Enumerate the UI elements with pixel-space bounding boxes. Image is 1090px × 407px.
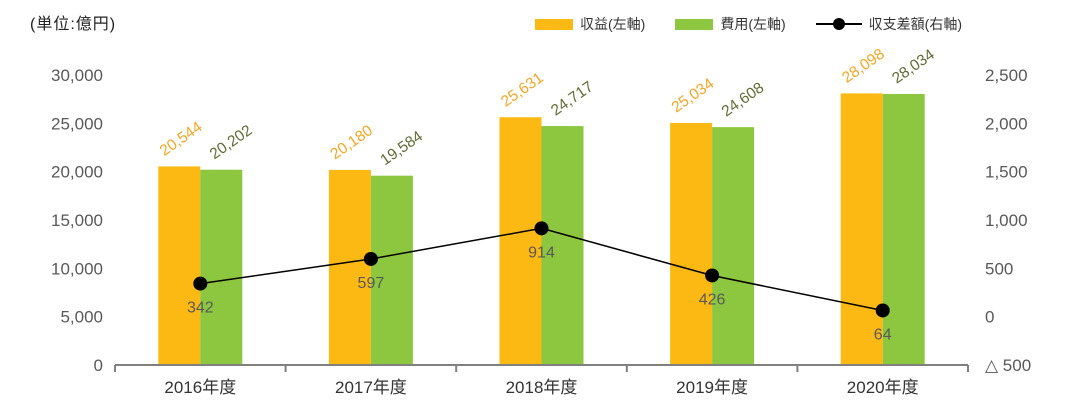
x-category-label: 2019年度 [676, 378, 748, 397]
balance-point-label-3: 426 [699, 291, 726, 308]
balance-point-label-1: 597 [358, 275, 385, 292]
right-axis-tick-label: 0 [985, 308, 994, 327]
bar-label-expense-4: 28,034 [889, 47, 938, 87]
right-axis-tick-label: 1,500 [985, 163, 1028, 182]
bar-expense-4 [882, 94, 925, 365]
bar-expense-0 [200, 169, 243, 365]
bar-label-expense-0: 20,202 [207, 122, 256, 163]
left-axis-tick-label: 5,000 [60, 308, 103, 327]
left-axis-tick-label: 10,000 [51, 259, 103, 278]
right-axis-tick-label: 1,000 [985, 211, 1028, 230]
left-axis-tick-label: 25,000 [51, 114, 103, 133]
expense-swatch-icon [675, 18, 714, 30]
balance-point-label-0: 342 [187, 300, 214, 317]
balance-line-dot-icon [815, 17, 862, 31]
bar-label-expense-1: 19,584 [377, 128, 426, 169]
bar-label-revenue-3: 25,034 [669, 75, 718, 116]
balance-point-0 [193, 276, 208, 291]
unit-label: (単位:億円) [30, 16, 117, 33]
left-axis-tick-label: 0 [94, 356, 103, 375]
bar-revenue-1 [328, 169, 371, 365]
revenue-swatch-icon [535, 18, 574, 30]
balance-point-1 [363, 251, 378, 266]
legend-label-expense: 費用(左軸) [720, 16, 786, 32]
left-axis-tick-label: 15,000 [51, 211, 103, 230]
x-category-label: 2018年度 [506, 378, 578, 397]
chart-svg: 30,000 2,500 25,000 2,000 20,000 1,500 15,000 1… [51, 47, 1031, 397]
balance-point-label-4: 64 [874, 326, 892, 343]
bar-revenue-3 [670, 123, 713, 365]
x-category-label: 2020年度 [847, 378, 919, 397]
balance-point-label-2: 914 [528, 244, 555, 261]
right-axis-tick-label: △ 500 [985, 356, 1031, 375]
right-axis-tick-label: 2,500 [985, 66, 1028, 85]
bar-label-revenue-2: 25,631 [498, 69, 547, 110]
x-category-label: 2017年度 [335, 378, 407, 397]
legend-item-expense: 費用(左軸) [675, 14, 786, 34]
bar-label-revenue-0: 20,544 [157, 118, 206, 159]
legend: 収益(左軸) 費用(左軸) 収支差額(右軸) [535, 14, 962, 34]
bar-label-expense-2: 24,717 [548, 78, 597, 119]
legend-label-revenue: 収益(左軸) [580, 16, 646, 32]
legend-item-revenue: 収益(左軸) [535, 14, 645, 34]
legend-item-balance: 収支差額(右軸) [815, 14, 962, 34]
bar-expense-1 [370, 175, 413, 365]
bar-expense-2 [541, 126, 584, 365]
right-axis-tick-label: 500 [985, 259, 1013, 278]
balance-point-3 [705, 268, 720, 283]
right-axis-tick-label: 2,000 [985, 114, 1028, 133]
bar-label-revenue-4: 28,098 [839, 47, 888, 87]
bar-label-expense-3: 24,608 [719, 79, 768, 120]
balance-point-2 [534, 221, 549, 236]
x-category-label: 2016年度 [164, 378, 236, 397]
balance-point-4 [875, 303, 890, 318]
bar-revenue-0 [158, 166, 201, 365]
legend-label-balance: 収支差額(右軸) [868, 16, 962, 32]
bar-label-revenue-1: 20,180 [327, 122, 376, 163]
bar-revenue-2 [499, 117, 542, 365]
left-axis-tick-label: 20,000 [51, 163, 103, 182]
bar-revenue-4 [840, 93, 883, 366]
bar-expense-3 [712, 127, 755, 365]
left-axis-tick-label: 30,000 [51, 66, 103, 85]
